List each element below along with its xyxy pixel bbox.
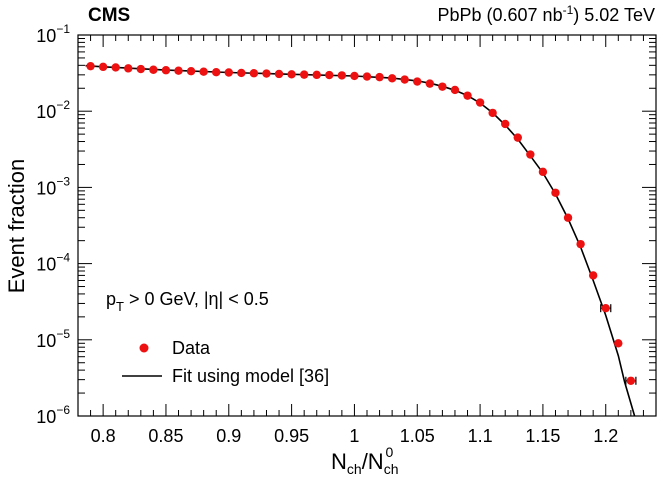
data-point [450,85,460,95]
data-point [98,62,108,72]
data-point [501,119,510,129]
experiment-label: CMS [88,5,130,26]
data-point [249,69,259,78]
data-layer [86,61,637,385]
data-point [174,66,183,75]
data-point [425,79,435,88]
data-point [387,74,397,83]
data-point [551,188,560,197]
axes-layer: 0.8 0.85 0.9 0.95 1 1.05 1.1 1.15 1.2 10−6 10−5 10−… [36,22,657,446]
data-point [488,108,497,118]
data-point [576,239,585,249]
x-axis-label: Nch/Nch0 [331,444,398,477]
data-point [475,98,485,107]
data-point [199,67,208,76]
data-point [299,70,309,79]
data-point [262,69,271,78]
data-point [237,68,246,78]
data-point [325,70,334,80]
x-tick-label: 1 [349,426,359,446]
data-point [538,167,548,177]
data-point [626,376,636,385]
data-point [287,70,296,79]
x-tick-label: 1.2 [593,426,618,446]
data-point [274,69,284,79]
legend: Data Fit using model [36] [122,338,329,386]
fit-layer [85,64,636,417]
data-point [563,213,573,222]
data-point [136,64,146,74]
data-point [161,66,171,75]
data-point [375,72,384,82]
data-point [186,66,196,76]
x-tick-label: 0.85 [148,426,183,446]
dataset-label: PbPb (0.607 nb-1) 5.02 TeV [437,3,655,25]
x-tick-label: 0.8 [91,426,116,446]
data-point [614,339,623,348]
data-point [413,77,422,86]
legend-data-label: Data [172,338,211,358]
y-axis-label: Event fraction [4,159,29,294]
x-tick-label: 0.9 [216,426,241,446]
legend-data-marker [139,343,149,353]
data-point [463,91,472,100]
data-point [337,71,347,80]
data-point [588,271,598,280]
x-tick-label: 1.05 [400,426,435,446]
data-point [513,133,522,142]
plot-frame [77,34,657,417]
data-point [149,65,158,74]
y-tick-label: 10−2 [36,98,70,122]
data-point [350,71,359,81]
y-tick-label: 10−1 [36,22,70,46]
data-point [124,64,133,73]
data-point [86,61,95,71]
y-tick-label: 10−3 [36,174,70,198]
data-point [362,72,372,81]
y-tick-label: 10−4 [36,251,70,275]
y-tick-label: 10−5 [36,327,70,351]
data-point [224,68,233,77]
data-point [526,150,535,159]
data-point [312,70,321,80]
x-tick-label: 1.1 [468,426,493,446]
fit-curve [85,64,636,417]
legend-fit-label: Fit using model [36] [172,366,329,386]
x-tick-label: 0.95 [274,426,309,446]
data-point [400,75,409,84]
data-point [212,67,221,77]
selection-annotation: pT > 0 GeV, |η| < 0.5 [106,289,269,314]
data-point [111,63,120,72]
x-tick-label: 1.15 [525,426,560,446]
data-point [438,82,447,91]
data-point [601,303,610,313]
y-tick-label: 10−6 [36,403,70,427]
